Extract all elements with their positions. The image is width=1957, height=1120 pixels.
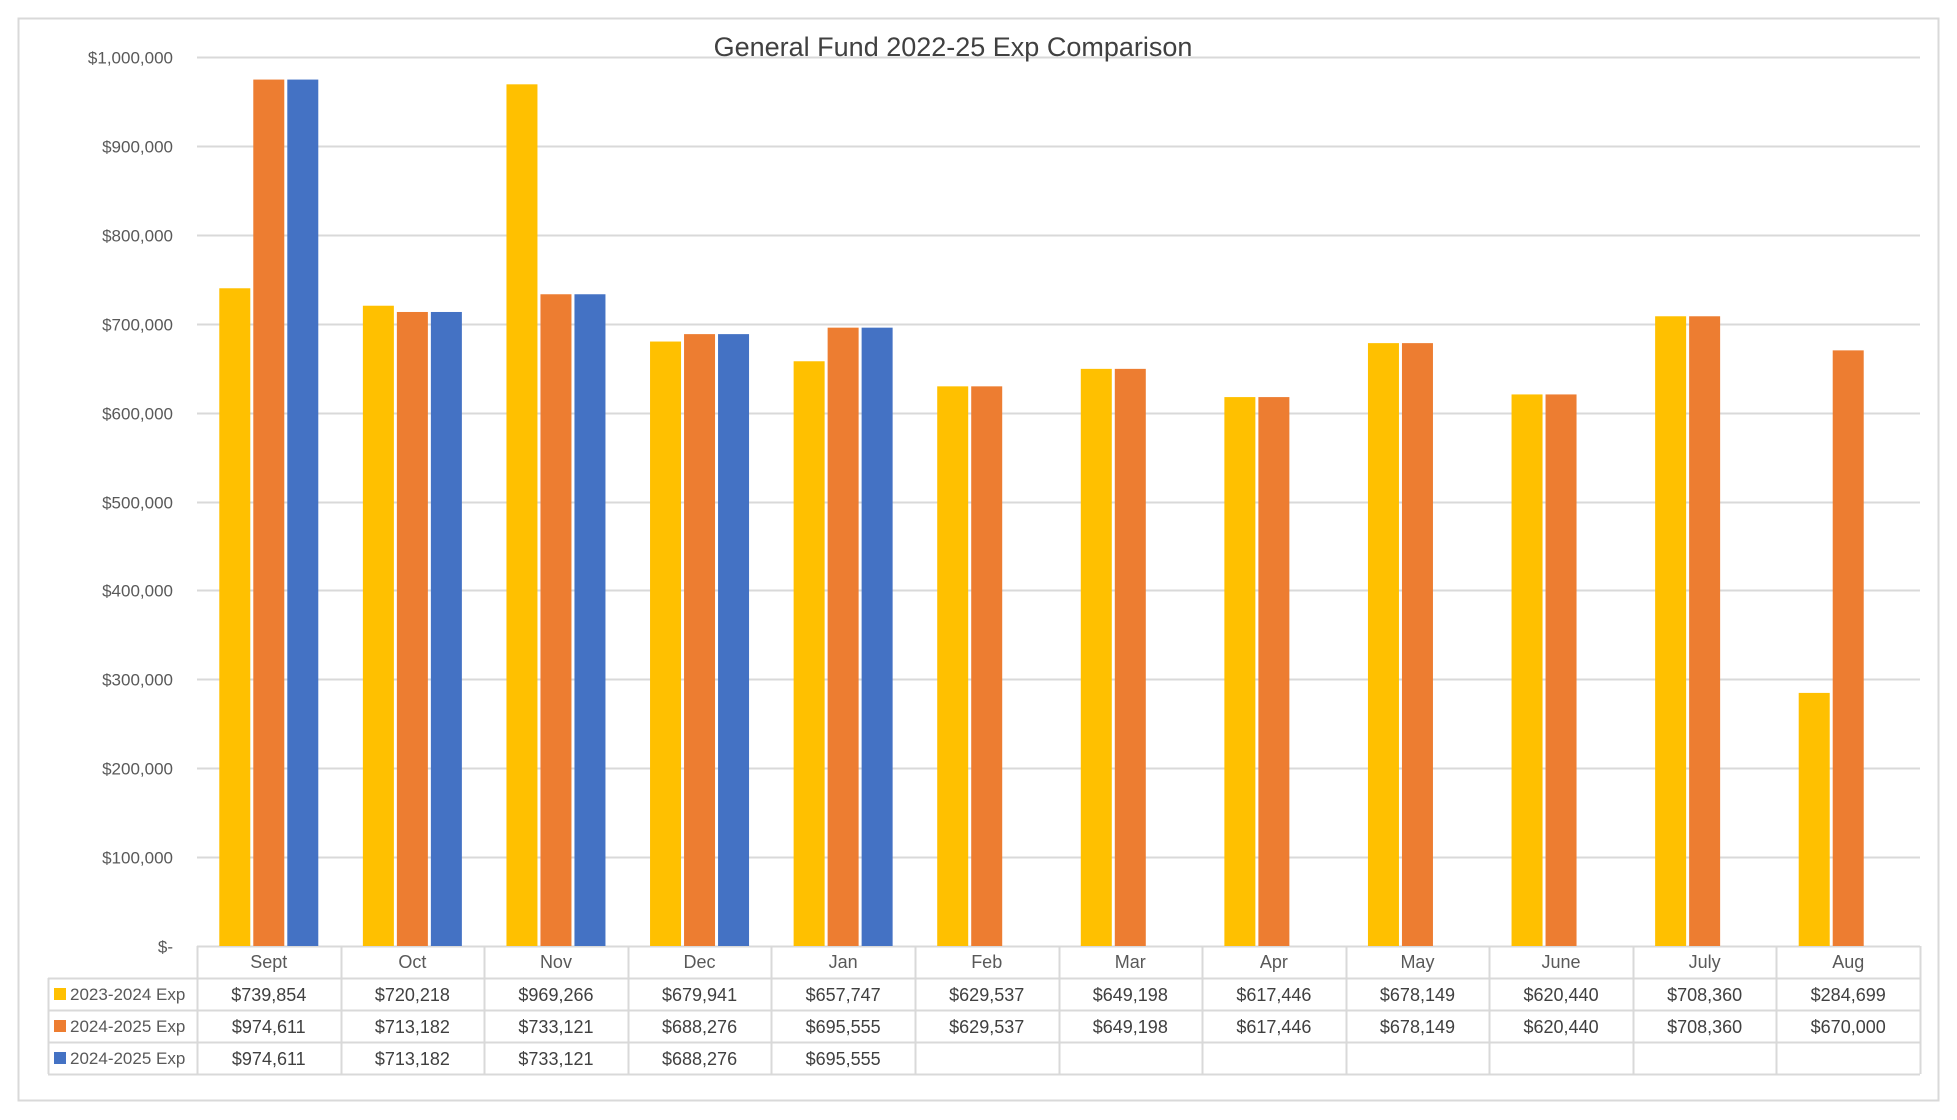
bar-2-feb — [971, 386, 1003, 946]
bar-2-aug — [1832, 350, 1864, 946]
table-cell-value: $657,747 — [806, 985, 881, 1005]
table-cell-value: $679,941 — [662, 985, 737, 1005]
bar-2-dec — [684, 334, 716, 946]
table-cell-value: $695,555 — [806, 1049, 881, 1069]
legend-key-3 — [54, 1052, 66, 1064]
category-label: Jan — [829, 952, 858, 972]
table-cell-value: $708,360 — [1667, 1017, 1742, 1037]
bar-1-july — [1655, 316, 1687, 947]
bar-2-nov — [540, 294, 572, 946]
y-axis-tick-labels: $- $100,000 $200,000 $300,000 $400,000 $500,0… — [88, 49, 173, 957]
table-cell-value: $678,149 — [1380, 985, 1455, 1005]
table-cell-value: $733,121 — [518, 1049, 593, 1069]
category-label: Nov — [540, 952, 572, 972]
legend-key-2 — [54, 1020, 66, 1032]
category-label: Mar — [1115, 952, 1146, 972]
table-cell-value: $720,218 — [375, 985, 450, 1005]
y-tick-label: $600,000 — [102, 405, 173, 424]
bar-1-dec — [650, 341, 682, 946]
category-label: Aug — [1832, 952, 1864, 972]
y-tick-label: $- — [158, 938, 173, 957]
category-label: May — [1400, 952, 1434, 972]
table-cell-value: $670,000 — [1811, 1017, 1886, 1037]
bar-3-jan — [861, 327, 893, 946]
y-tick-label: $900,000 — [102, 138, 173, 157]
bar-2-june — [1545, 394, 1577, 946]
table-cell-value: $713,182 — [375, 1049, 450, 1069]
table-cell-value: $695,555 — [806, 1017, 881, 1037]
table-cell-value: $649,198 — [1093, 985, 1168, 1005]
table-cell-value: $629,537 — [949, 1017, 1024, 1037]
y-tick-label: $800,000 — [102, 227, 173, 246]
table-cell-value: $620,440 — [1524, 985, 1599, 1005]
bar-1-aug — [1798, 692, 1830, 946]
table-cell-value: $649,198 — [1093, 1017, 1168, 1037]
legend-label-3: 2024-2025 Exp — [70, 1049, 185, 1068]
bar-1-apr — [1224, 397, 1256, 946]
category-label: Oct — [398, 952, 426, 972]
bar-1-sept — [219, 288, 251, 947]
table-cell-value: $678,149 — [1380, 1017, 1455, 1037]
bar-2-jan — [827, 327, 859, 946]
bar-1-may — [1367, 343, 1399, 946]
table-cell-value: $688,276 — [662, 1049, 737, 1069]
category-label: Feb — [971, 952, 1002, 972]
y-tick-label: $700,000 — [102, 316, 173, 335]
bar-1-mar — [1080, 368, 1112, 946]
table-cell-value: $739,854 — [231, 985, 306, 1005]
y-tick-label: $1,000,000 — [88, 49, 173, 68]
table-cell-value: $620,440 — [1524, 1017, 1599, 1037]
legend-label-2: 2024-2025 Exp — [70, 1017, 185, 1036]
category-label: Apr — [1260, 952, 1288, 972]
table-cell-value: $629,537 — [949, 985, 1024, 1005]
table-cell-value: $733,121 — [518, 1017, 593, 1037]
data-table: Sept Oct Nov Dec Jan Feb Mar Apr May June July Aug 2… — [47, 946, 1922, 1076]
y-tick-label: $400,000 — [102, 582, 173, 601]
bar-1-jan — [793, 361, 825, 946]
y-tick-label: $300,000 — [102, 671, 173, 690]
bar-2-apr — [1258, 397, 1290, 946]
table-cell-value: $688,276 — [662, 1017, 737, 1037]
category-label: Dec — [684, 952, 716, 972]
category-label: Sept — [250, 952, 287, 972]
bar-2-mar — [1114, 368, 1146, 946]
y-tick-label: $100,000 — [102, 849, 173, 868]
table-cell-value: $284,699 — [1811, 985, 1886, 1005]
bar-3-dec — [718, 334, 750, 946]
bar-1-feb — [937, 386, 969, 946]
bars — [219, 79, 1864, 947]
table-cell-value: $713,182 — [375, 1017, 450, 1037]
bar-1-nov — [506, 84, 538, 947]
bar-2-july — [1689, 316, 1721, 947]
y-tick-label: $200,000 — [102, 760, 173, 779]
bar-3-oct — [430, 311, 462, 946]
bar-3-sept — [287, 79, 319, 947]
category-label: June — [1542, 952, 1581, 972]
y-tick-label: $500,000 — [102, 494, 173, 513]
table-cell-value: $974,611 — [232, 1017, 306, 1037]
legend-label-1: 2023-2024 Exp — [70, 985, 185, 1004]
bar-2-oct — [396, 311, 428, 946]
table-cell-value: $974,611 — [232, 1049, 306, 1069]
bar-1-june — [1511, 394, 1543, 946]
table-cell-value: $617,446 — [1236, 985, 1311, 1005]
bar-2-sept — [253, 79, 285, 947]
table-cell-value: $617,446 — [1236, 1017, 1311, 1037]
bar-3-nov — [574, 294, 606, 946]
table-cell-value: $969,266 — [518, 985, 593, 1005]
chart-title: General Fund 2022-25 Exp Comparison — [714, 32, 1193, 62]
table-cell-value: $708,360 — [1667, 985, 1742, 1005]
legend-key-1 — [54, 988, 66, 1000]
category-label: July — [1689, 952, 1721, 972]
bar-1-oct — [362, 305, 394, 946]
bar-2-may — [1401, 343, 1433, 946]
